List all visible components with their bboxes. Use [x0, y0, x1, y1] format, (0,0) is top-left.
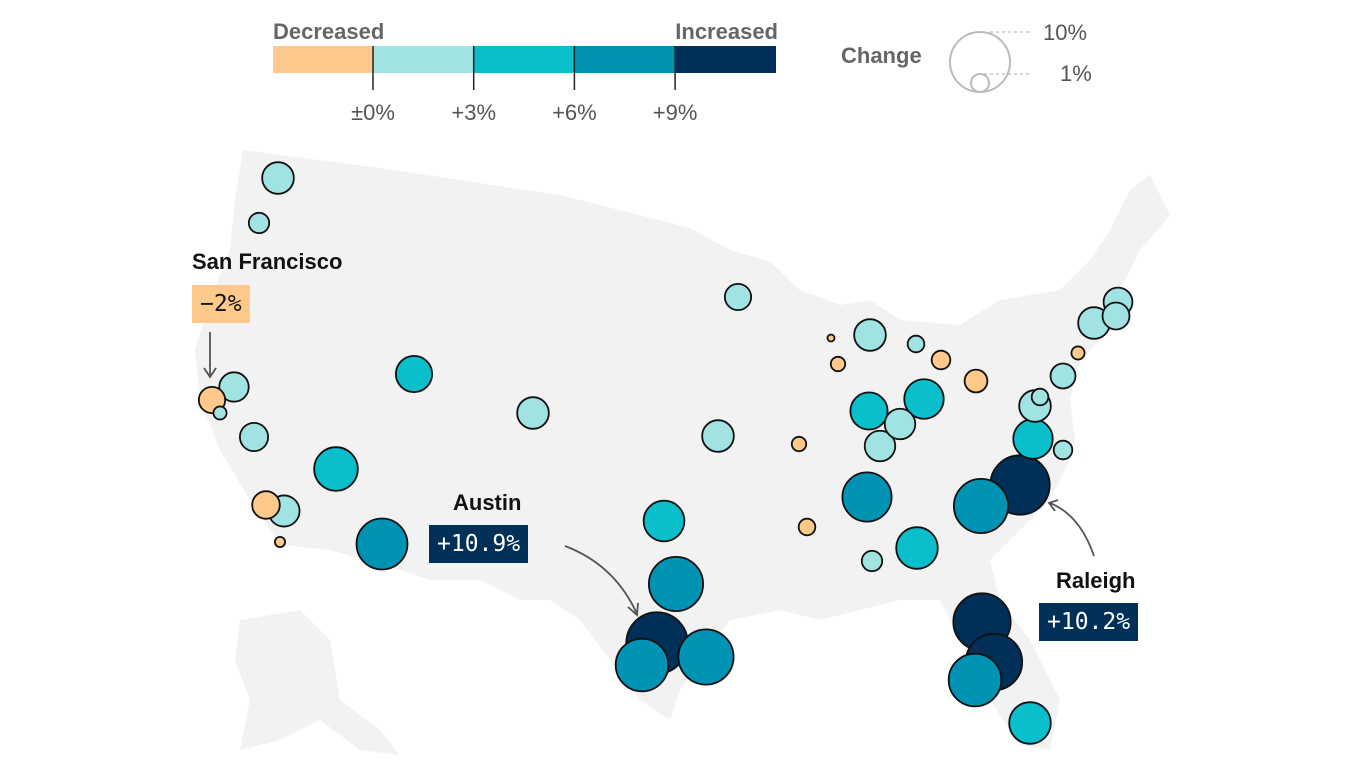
city-bubble	[614, 637, 670, 693]
city-bubble	[642, 499, 686, 543]
city-bubble	[394, 354, 434, 394]
sf-arrow	[203, 332, 217, 379]
city-bubble	[355, 517, 409, 571]
callout-arrows	[203, 332, 1095, 617]
city-bubble	[1101, 301, 1131, 331]
us-contiguous-shape	[195, 150, 1170, 750]
legend-increased-label: Increased	[675, 19, 778, 44]
raleigh-city-label: Raleigh	[1056, 568, 1136, 593]
raleigh-arrow	[1047, 499, 1095, 557]
austin-city-label: Austin	[453, 490, 522, 515]
legend-size-circle-large	[949, 31, 1011, 93]
city-bubble	[930, 349, 952, 371]
city-bubble	[829, 355, 847, 373]
city-bubble	[251, 490, 281, 520]
city-bubble	[849, 391, 889, 431]
legend-swatch	[373, 46, 475, 73]
city-bubble	[853, 318, 887, 352]
city-bubble	[947, 652, 1003, 708]
city-bubble	[841, 471, 893, 523]
city-bubble	[1030, 387, 1050, 407]
city-bubble	[826, 333, 836, 343]
city-bubble	[963, 368, 989, 394]
legend-tick-label: +6%	[552, 100, 597, 125]
city-bubble	[883, 407, 917, 441]
city-bubble	[701, 419, 735, 453]
bubbles-layer	[197, 161, 1134, 745]
city-bubble	[952, 477, 1010, 535]
city-bubble	[797, 517, 817, 537]
city-bubble	[238, 421, 270, 453]
austin-arrow	[564, 545, 639, 617]
legend-size-circle-small	[970, 73, 990, 93]
city-bubble	[723, 282, 753, 312]
legend-swatch	[273, 46, 374, 73]
city-bubble	[1070, 345, 1086, 361]
city-bubble	[906, 334, 926, 354]
city-bubble	[212, 405, 228, 421]
legend-size-large-label: 10%	[1043, 20, 1087, 45]
legend-size-small-label: 1%	[1060, 61, 1092, 86]
sf-value-badge: −2%	[192, 285, 250, 323]
city-bubble	[863, 429, 897, 463]
city-bubble	[677, 628, 735, 686]
city-bubble	[1052, 439, 1074, 461]
city-bubble	[218, 371, 250, 403]
city-bubble	[895, 526, 939, 570]
legend-swatch	[474, 46, 575, 73]
legend-swatch	[574, 46, 676, 73]
legend-swatch	[675, 46, 776, 73]
city-bubble	[261, 161, 295, 195]
city-bubble	[1012, 418, 1054, 460]
alaska-shape	[235, 610, 400, 755]
legend: ±0% +3% +6% +9% Decreased Increased Change 10% 1…	[273, 19, 1092, 125]
city-bubble	[860, 549, 884, 573]
city-bubble	[790, 435, 808, 453]
legend-tick-label: ±0%	[351, 100, 395, 125]
city-bubble	[516, 396, 550, 430]
legend-tick-label: +9%	[653, 100, 698, 125]
austin-value-badge: +10.9%	[429, 525, 529, 563]
city-bubble	[1049, 362, 1077, 390]
legend-size-title: Change	[841, 43, 922, 68]
sf-city-label: San Francisco	[192, 249, 343, 274]
city-bubble	[647, 555, 705, 613]
legend-decreased-label: Decreased	[273, 19, 384, 44]
city-bubble	[274, 536, 286, 548]
city-bubble	[313, 446, 359, 492]
city-bubble	[903, 378, 945, 420]
raleigh-value-badge: +10.2%	[1039, 603, 1139, 641]
city-bubble	[247, 211, 271, 235]
city-bubble	[1008, 701, 1052, 745]
legend-tick-label: +3%	[451, 100, 496, 125]
